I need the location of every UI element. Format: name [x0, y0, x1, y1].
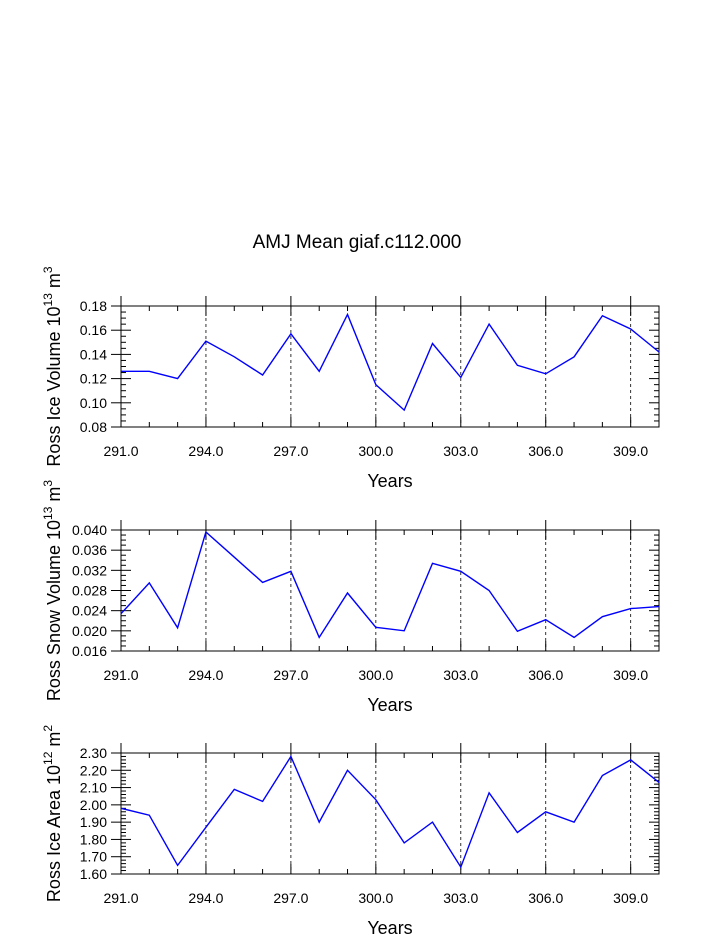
ice-volume-xtick-label: 291.0 [103, 443, 138, 459]
ice-area-xtick-label: 303.0 [443, 890, 478, 906]
snow-volume-ylabel-exponent: 13 [41, 506, 55, 520]
snow-volume-xtick-label: 294.0 [188, 667, 223, 683]
ice-volume-ytick-label: 0.18 [80, 298, 107, 314]
ice-area-xtick-label: 306.0 [528, 890, 563, 906]
snow-volume-xtick-label: 297.0 [273, 667, 308, 683]
snow-volume-xlabel: Years [367, 695, 412, 715]
ice-area-xtick-label: 300.0 [358, 890, 393, 906]
ice-volume-xtick-label: 303.0 [443, 443, 478, 459]
snow-volume-panel: 291.0 294.0 297.0 300.0 303.0 306.0 309.0 0.016… [41, 480, 660, 715]
ice-volume-ylabel-unit-exponent: 3 [41, 266, 55, 273]
ice-volume-ytick-label: 0.14 [80, 346, 107, 362]
ice-area-ytick-label: 1.80 [80, 831, 107, 847]
snow-volume-ytick-label: 0.024 [72, 603, 107, 619]
ice-area-ytick-label: 1.90 [80, 814, 107, 830]
snow-volume-ylabel: Ross Snow Volume 1013 m3 [41, 480, 64, 701]
snow-volume-ylabel-text: Ross Snow Volume 10 [44, 520, 64, 701]
ice-volume-xtick-label: 297.0 [273, 443, 308, 459]
ice-volume-series-line [121, 312, 660, 412]
snow-volume-xtick-label: 303.0 [443, 667, 478, 683]
ice-area-ytick-label: 2.10 [80, 780, 107, 796]
ice-area-ytick-label: 1.60 [80, 866, 107, 882]
ice-area-ylabel-unit: m [44, 732, 64, 752]
snow-volume-ytick-label: 0.040 [72, 522, 107, 538]
ice-volume-xlabel: Years [367, 471, 412, 491]
ice-volume-ylabel-exponent: 13 [41, 293, 55, 307]
snow-volume-ylabel-unit: m [44, 487, 64, 507]
ice-volume-ylabel-unit: m [44, 273, 64, 293]
ice-volume-ytick-label: 0.08 [80, 419, 107, 435]
ice-volume-xtick-label: 294.0 [188, 443, 223, 459]
ice-volume-ylabel: Ross Ice Volume 1013 m3 [41, 266, 64, 466]
snow-volume-xtick-label: 306.0 [528, 667, 563, 683]
ice-area-series-line [120, 755, 660, 869]
ice-area-ylabel-exponent: 12 [41, 751, 55, 765]
ice-area-xtick-label: 294.0 [188, 890, 223, 906]
snow-volume-xtick-label: 300.0 [358, 667, 393, 683]
ice-area-ylabel-text: Ross Ice Area 10 [44, 765, 64, 902]
snow-volume-ytick-label: 0.036 [72, 542, 107, 558]
snow-volume-ytick-label: 0.020 [72, 623, 107, 639]
snow-volume-xtick-label: 291.0 [103, 667, 138, 683]
ice-volume-ytick-label: 0.12 [80, 371, 107, 387]
snow-volume-ytick-label: 0.016 [72, 643, 107, 659]
ice-area-xtick-label: 291.0 [103, 890, 138, 906]
ice-area-ytick-label: 2.30 [80, 745, 107, 761]
ice-volume-panel: 291.0 294.0 297.0 300.0 303.0 306.0 309.0 0.08 0… [41, 266, 660, 491]
figure-title: AMJ Mean giaf.c112.000 [253, 232, 462, 253]
snow-volume-xtick-label: 309.0 [613, 667, 648, 683]
ice-volume-xtick-label: 306.0 [528, 443, 563, 459]
ice-area-xlabel: Years [367, 918, 412, 935]
ice-area-panel: 291.0 294.0 297.0 300.0 303.0 306.0 309.01.601… [41, 725, 660, 935]
snow-volume-ytick-label: 0.032 [72, 562, 107, 578]
ice-area-ytick-label: 1.70 [80, 849, 107, 865]
snow-volume-series-line [120, 530, 660, 639]
ice-volume-xtick-label: 309.0 [613, 443, 648, 459]
ice-volume-ytick-label: 0.16 [80, 322, 107, 338]
ice-area-plot-frame [120, 752, 660, 875]
ice-area-ylabel-unit-exponent: 2 [41, 725, 55, 732]
ice-area-ylabel: Ross Ice Area 1012 m2 [41, 725, 64, 902]
ice-volume-ylabel-text: Ross Ice Volume 10 [44, 306, 64, 466]
ice-area-xtick-label: 309.0 [613, 890, 648, 906]
ice-area-ytick-label: 2.20 [80, 762, 107, 778]
ice-area-ytick-label: 2.00 [80, 797, 107, 813]
ice-volume-ytick-label: 0.10 [80, 395, 107, 411]
snow-volume-ylabel-unit-exponent: 3 [41, 480, 55, 487]
snow-volume-ytick-label: 0.028 [72, 583, 107, 599]
ice-volume-xtick-label: 300.0 [358, 443, 393, 459]
ice-area-xtick-label: 297.0 [273, 890, 308, 906]
panels-container: 291.0 294.0 297.0 300.0 303.0 306.0 309.0 0.08 0… [41, 266, 660, 935]
